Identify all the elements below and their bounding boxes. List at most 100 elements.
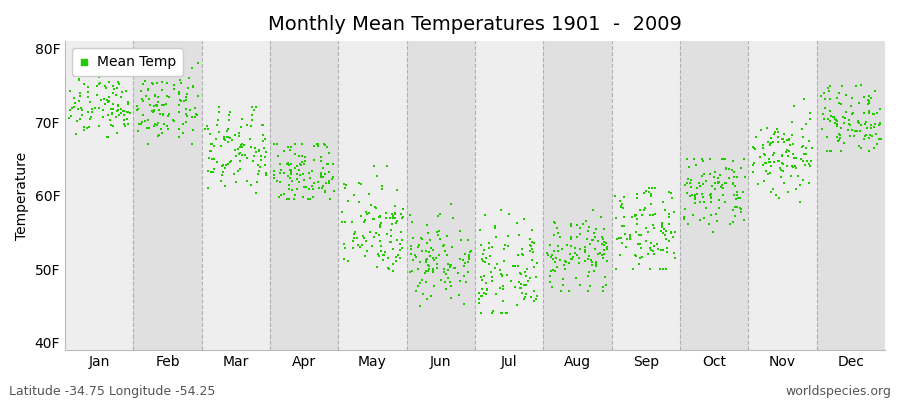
Point <box>282 186 296 192</box>
Point <box>368 204 382 211</box>
Point <box>746 162 760 168</box>
Point <box>631 241 645 248</box>
Point <box>453 256 467 262</box>
Point <box>290 170 304 177</box>
Point <box>423 236 437 243</box>
Point <box>454 237 469 244</box>
Point <box>293 172 308 178</box>
Point <box>134 64 148 70</box>
Point <box>667 250 681 256</box>
Point <box>338 184 353 191</box>
Point <box>173 76 187 83</box>
Point <box>668 254 682 261</box>
Point <box>376 252 391 258</box>
Point <box>111 79 125 86</box>
Point <box>772 164 787 171</box>
Point <box>519 266 534 273</box>
Point <box>795 126 809 132</box>
Point <box>373 213 387 220</box>
Point <box>346 245 360 251</box>
Point <box>472 300 486 306</box>
Point <box>863 132 878 138</box>
Point <box>541 252 555 258</box>
Point <box>653 266 668 272</box>
Point <box>450 270 464 276</box>
Point <box>147 102 161 109</box>
Point <box>117 66 131 73</box>
Point <box>557 262 572 268</box>
Point <box>726 206 741 213</box>
Point <box>704 194 718 200</box>
Point <box>388 215 402 222</box>
Point <box>628 213 643 220</box>
Point <box>589 262 603 269</box>
Point <box>444 201 458 207</box>
Point <box>639 238 653 244</box>
Point <box>152 107 166 114</box>
Point <box>459 279 473 285</box>
Point <box>317 141 331 147</box>
Point <box>614 235 628 241</box>
Point <box>514 270 528 277</box>
Point <box>105 122 120 129</box>
Bar <box>338 41 407 350</box>
Point <box>318 189 332 195</box>
Point <box>580 288 595 294</box>
Point <box>225 136 239 143</box>
Point <box>221 134 236 140</box>
Point <box>314 185 328 191</box>
Point <box>862 92 877 99</box>
Point <box>823 108 837 114</box>
Point <box>862 135 877 141</box>
Point <box>586 207 600 214</box>
Point <box>763 140 778 146</box>
Point <box>94 63 109 69</box>
Point <box>149 103 164 110</box>
Point <box>284 161 298 168</box>
Point <box>171 88 185 95</box>
Point <box>798 151 813 157</box>
Point <box>525 227 539 233</box>
Point <box>770 139 785 145</box>
Point <box>660 244 674 251</box>
Point <box>824 148 838 154</box>
Point <box>297 177 311 183</box>
Point <box>430 229 445 235</box>
Point <box>664 195 679 202</box>
Point <box>488 224 502 231</box>
Point <box>668 254 682 261</box>
Point <box>832 135 847 142</box>
Point <box>644 247 659 254</box>
Point <box>711 175 725 181</box>
Point <box>94 60 108 66</box>
Point <box>256 138 270 144</box>
Point <box>596 235 610 242</box>
Point <box>697 215 711 221</box>
Point <box>771 194 786 201</box>
Point <box>201 168 215 175</box>
Point <box>136 81 150 87</box>
Point <box>778 139 792 145</box>
Point <box>651 246 665 252</box>
Point <box>850 118 865 124</box>
Point <box>546 248 561 255</box>
Point <box>517 216 531 222</box>
Point <box>544 268 558 274</box>
Point <box>359 248 374 254</box>
Point <box>683 192 698 199</box>
Point <box>335 209 349 215</box>
Point <box>354 180 368 187</box>
Point <box>358 209 373 216</box>
Point <box>284 175 298 182</box>
Point <box>146 81 160 88</box>
Point <box>251 162 266 168</box>
Point <box>690 185 705 191</box>
Point <box>563 242 578 249</box>
Point <box>394 210 409 217</box>
Point <box>869 130 884 137</box>
Point <box>233 144 248 150</box>
Point <box>141 87 156 94</box>
Point <box>106 101 121 108</box>
Point <box>781 137 796 144</box>
Point <box>610 236 625 242</box>
